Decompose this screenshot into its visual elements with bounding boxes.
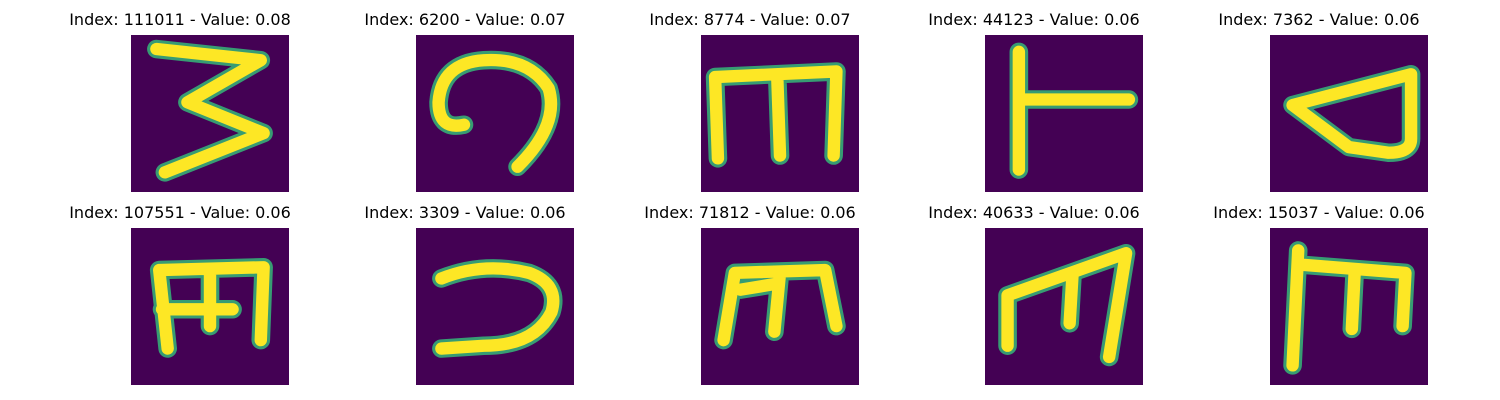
digit-image bbox=[131, 228, 289, 385]
panel-title: Index: 3309 - Value: 0.06 bbox=[364, 203, 566, 222]
image-panel: Index: 6200 - Value: 0.07 bbox=[315, 10, 615, 200]
panel-title: Index: 8774 - Value: 0.07 bbox=[649, 10, 851, 29]
image-panel: Index: 7362 - Value: 0.06 bbox=[1169, 10, 1469, 200]
image-panel: Index: 71812 - Value: 0.06 bbox=[600, 203, 900, 393]
digit-image bbox=[416, 35, 574, 192]
digit-image bbox=[1270, 35, 1428, 192]
panel-title: Index: 44123 - Value: 0.06 bbox=[928, 10, 1140, 29]
image-panel: Index: 15037 - Value: 0.06 bbox=[1169, 203, 1469, 393]
image-panel: Index: 111011 - Value: 0.08 bbox=[30, 10, 330, 200]
image-panel: Index: 8774 - Value: 0.07 bbox=[600, 10, 900, 200]
panel-title: Index: 7362 - Value: 0.06 bbox=[1218, 10, 1420, 29]
panel-title: Index: 107551 - Value: 0.06 bbox=[69, 203, 291, 222]
panel-title: Index: 71812 - Value: 0.06 bbox=[644, 203, 856, 222]
panel-title: Index: 15037 - Value: 0.06 bbox=[1213, 203, 1425, 222]
image-panel: Index: 107551 - Value: 0.06 bbox=[30, 203, 330, 393]
digit-image bbox=[416, 228, 574, 385]
digit-image bbox=[701, 35, 859, 192]
digit-image bbox=[985, 228, 1143, 385]
digit-image bbox=[131, 35, 289, 192]
panel-title: Index: 111011 - Value: 0.08 bbox=[69, 10, 291, 29]
digit-image bbox=[1270, 228, 1428, 385]
digit-image bbox=[701, 228, 859, 385]
image-panel: Index: 3309 - Value: 0.06 bbox=[315, 203, 615, 393]
panel-title: Index: 40633 - Value: 0.06 bbox=[928, 203, 1140, 222]
image-panel: Index: 40633 - Value: 0.06 bbox=[884, 203, 1184, 393]
panel-title: Index: 6200 - Value: 0.07 bbox=[364, 10, 566, 29]
digit-image bbox=[985, 35, 1143, 192]
image-panel: Index: 44123 - Value: 0.06 bbox=[884, 10, 1184, 200]
